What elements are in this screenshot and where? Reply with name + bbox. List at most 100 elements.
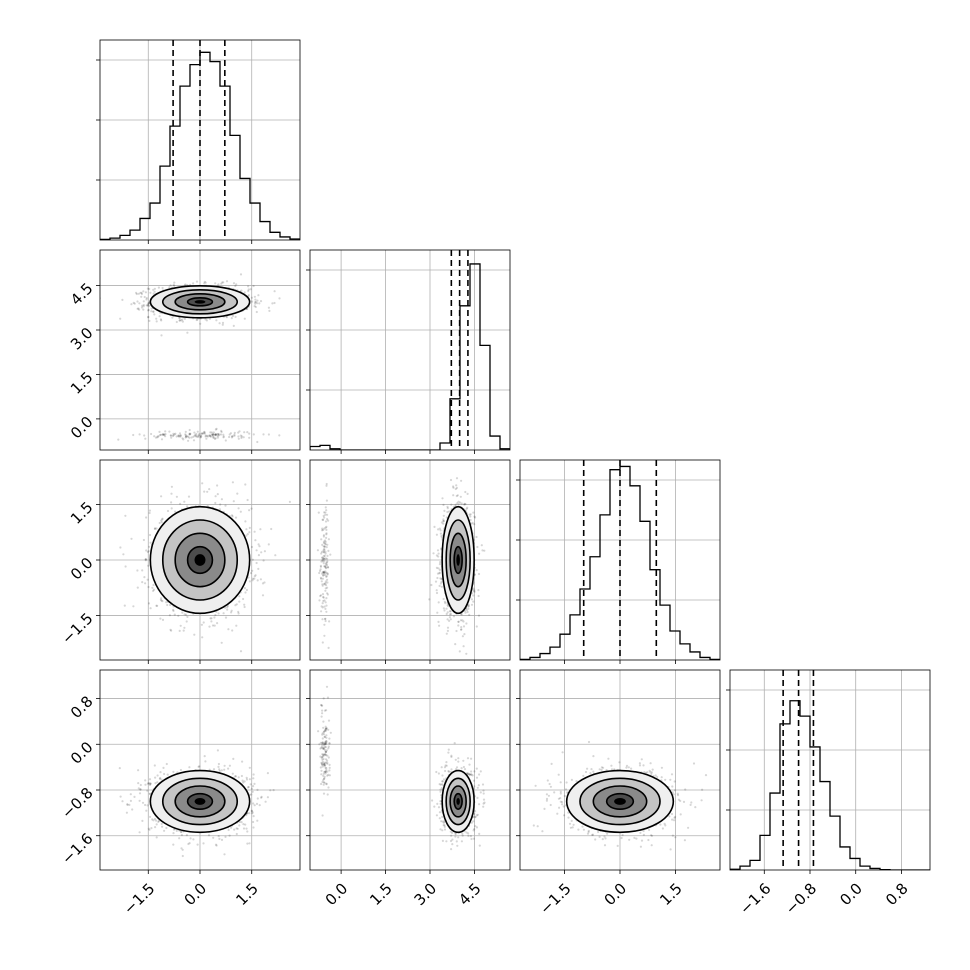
scatter-point <box>326 696 330 699</box>
scatter-point <box>256 440 259 444</box>
histogram-panel-1 <box>306 249 511 454</box>
scatter-point <box>248 812 251 815</box>
scatter-point <box>460 502 463 505</box>
scatter-point <box>453 742 456 745</box>
scatter-point <box>545 799 549 802</box>
scatter-point <box>428 598 431 601</box>
scatter-point <box>442 520 445 523</box>
scatter-point <box>638 762 642 765</box>
scatter-point <box>161 825 164 828</box>
scatter-point <box>322 535 325 538</box>
scatter-point <box>442 607 445 610</box>
scatter-point <box>437 528 440 531</box>
scatter-point <box>161 433 164 436</box>
scatter-point <box>224 439 227 442</box>
scatter-point <box>559 790 562 793</box>
scatter-point <box>146 304 150 307</box>
scatter-point <box>159 318 162 321</box>
scatter-point <box>188 842 191 845</box>
scatter-point <box>598 835 601 839</box>
scatter-point <box>181 848 184 851</box>
scatter-point <box>193 633 196 636</box>
scatter-point <box>198 765 201 768</box>
scatter-point <box>640 758 643 761</box>
scatter-point <box>321 814 324 817</box>
scatter-point <box>158 777 161 781</box>
scatter-point <box>322 772 325 775</box>
scatter-point <box>324 584 328 587</box>
scatter-point <box>185 435 188 438</box>
scatter-point <box>157 435 160 438</box>
scatter-point <box>237 431 240 434</box>
scatter-point <box>322 744 325 747</box>
scatter-point <box>146 782 149 785</box>
scatter-point <box>144 558 147 561</box>
scatter-point <box>326 513 329 516</box>
scatter-point <box>321 780 324 784</box>
scatter-point <box>208 488 211 491</box>
scatter-point <box>470 598 473 601</box>
scatter-point <box>184 283 187 286</box>
scatter-point <box>135 292 138 296</box>
scatter-point <box>197 434 200 437</box>
scatter-point <box>325 536 328 540</box>
scatter-point <box>321 758 324 761</box>
scatter-point <box>150 827 153 830</box>
scatter-point <box>478 552 481 555</box>
scatter-point <box>446 618 449 621</box>
scatter-point <box>145 549 148 552</box>
scatter-point <box>199 322 202 325</box>
scatter-point <box>254 300 257 304</box>
scatter-point <box>233 431 236 434</box>
scatter-point <box>162 433 165 437</box>
scatter-point <box>152 588 156 591</box>
scatter-point <box>669 848 672 851</box>
scatter-point <box>324 511 327 514</box>
scatter-point <box>440 580 443 584</box>
scatter-point <box>144 558 147 561</box>
scatter-point <box>474 516 477 519</box>
scatter-point <box>186 435 189 438</box>
scatter-point <box>439 788 442 791</box>
contour-line <box>579 777 661 826</box>
scatter-point <box>253 804 256 807</box>
scatter-point <box>230 611 233 614</box>
scatter-point <box>254 574 257 577</box>
scatter-point <box>430 583 433 587</box>
scatter-point <box>481 783 485 786</box>
scatter-point <box>323 548 326 552</box>
scatter-point <box>147 602 151 605</box>
scatter-point <box>288 500 291 503</box>
scatter-point <box>319 564 322 567</box>
scatter-point <box>243 605 246 609</box>
scatter-point <box>170 436 173 439</box>
scatter-point <box>472 594 475 597</box>
scatter-point <box>326 761 329 764</box>
scatter-point <box>324 580 327 583</box>
scatter-point <box>454 503 457 506</box>
scatter-point <box>457 620 460 623</box>
scatter-point <box>172 843 175 846</box>
scatter-point <box>169 628 172 631</box>
scatter-points <box>317 685 486 851</box>
scatter-point <box>218 837 221 841</box>
scatter-point <box>319 576 322 580</box>
scatter-point <box>165 762 168 766</box>
scatter-point <box>193 431 196 434</box>
scatter-point <box>236 492 239 495</box>
scatter-point <box>259 528 262 531</box>
scatter-point <box>159 433 162 436</box>
scatter-point <box>321 518 324 521</box>
histogram-panel-3 <box>726 669 931 874</box>
scatter-point <box>323 545 326 548</box>
scatter-point <box>467 603 470 607</box>
scatter-point <box>322 550 325 554</box>
scatter-point <box>322 518 325 522</box>
scatter-point <box>324 617 327 620</box>
scatter-point <box>321 571 324 574</box>
scatter-point <box>323 781 326 784</box>
scatter-point <box>324 526 327 529</box>
scatter-point <box>438 568 441 572</box>
scatter-point <box>600 768 603 772</box>
scatter-point <box>462 620 465 623</box>
